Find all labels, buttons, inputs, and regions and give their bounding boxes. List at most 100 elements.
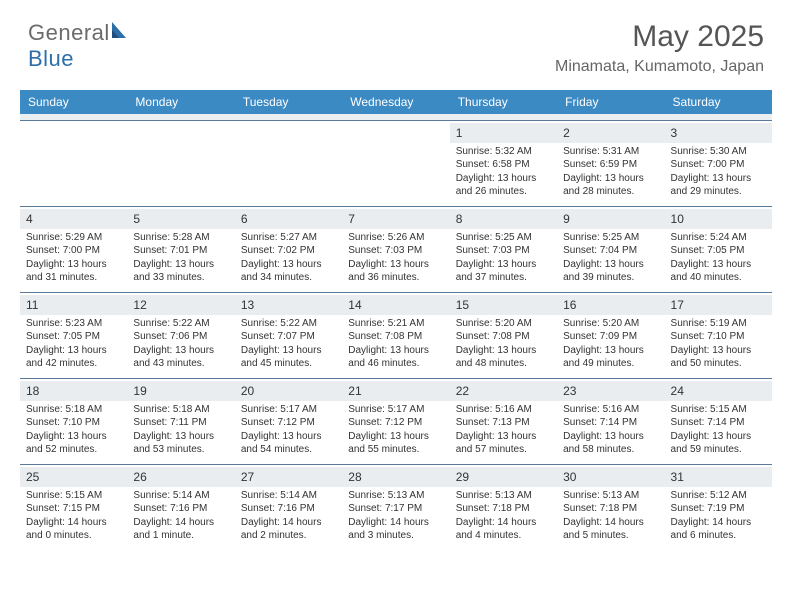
day-number: 10 bbox=[665, 209, 772, 229]
sunrise-line: Sunrise: 5:29 AM bbox=[26, 231, 121, 245]
day-number: 7 bbox=[342, 209, 449, 229]
day-cell: 18Sunrise: 5:18 AMSunset: 7:10 PMDayligh… bbox=[20, 378, 127, 464]
sunset-line: Sunset: 7:07 PM bbox=[241, 330, 336, 344]
calendar-row: 25Sunrise: 5:15 AMSunset: 7:15 PMDayligh… bbox=[20, 464, 772, 550]
day-number: 27 bbox=[235, 467, 342, 487]
day-number: 19 bbox=[127, 381, 234, 401]
weekday-header: Thursday bbox=[450, 90, 557, 114]
day-number: 4 bbox=[20, 209, 127, 229]
daylight-line: Daylight: 13 hours and 53 minutes. bbox=[133, 430, 228, 457]
calendar-row: 18Sunrise: 5:18 AMSunset: 7:10 PMDayligh… bbox=[20, 378, 772, 464]
sunset-line: Sunset: 7:10 PM bbox=[671, 330, 766, 344]
day-cell: 5Sunrise: 5:28 AMSunset: 7:01 PMDaylight… bbox=[127, 206, 234, 292]
day-number: 5 bbox=[127, 209, 234, 229]
day-number: 8 bbox=[450, 209, 557, 229]
sunrise-line: Sunrise: 5:18 AM bbox=[133, 403, 228, 417]
sunset-line: Sunset: 7:19 PM bbox=[671, 502, 766, 516]
daylight-line: Daylight: 13 hours and 29 minutes. bbox=[671, 172, 766, 199]
sunset-line: Sunset: 7:00 PM bbox=[671, 158, 766, 172]
daylight-line: Daylight: 14 hours and 0 minutes. bbox=[26, 516, 121, 543]
sunset-line: Sunset: 7:14 PM bbox=[563, 416, 658, 430]
sunset-line: Sunset: 7:04 PM bbox=[563, 244, 658, 258]
sunset-line: Sunset: 7:03 PM bbox=[456, 244, 551, 258]
sail-icon bbox=[110, 20, 132, 46]
sunset-line: Sunset: 7:03 PM bbox=[348, 244, 443, 258]
title-block: May 2025 Minamata, Kumamoto, Japan bbox=[555, 20, 764, 76]
day-cell: 28 Sunrise: 5:13 AMSunset: 7:17 PMDayligh… bbox=[342, 464, 449, 550]
daylight-line: Daylight: 14 hours and 3 minutes. bbox=[348, 516, 443, 543]
day-cell: 21Sunrise: 5:17 AMSunset: 7:12 PMDayligh… bbox=[342, 378, 449, 464]
page-title: May 2025 bbox=[555, 20, 764, 54]
brand-text: General Blue bbox=[28, 20, 132, 72]
day-cell: 22Sunrise: 5:16 AMSunset: 7:13 PMDayligh… bbox=[450, 378, 557, 464]
sunrise-line: Sunrise: 5:30 AM bbox=[671, 145, 766, 159]
weekday-header: Sunday bbox=[20, 90, 127, 114]
daylight-line: Daylight: 14 hours and 1 minute. bbox=[133, 516, 228, 543]
day-number: 24 bbox=[665, 381, 772, 401]
weekday-header: Wednesday bbox=[342, 90, 449, 114]
sunrise-line: Sunrise: 5:15 AM bbox=[671, 403, 766, 417]
empty-cell: 0 bbox=[127, 120, 234, 206]
sunrise-line: Sunrise: 5:14 AM bbox=[241, 489, 336, 503]
day-number: 12 bbox=[127, 295, 234, 315]
day-number: 3 bbox=[665, 123, 772, 143]
sunrise-line: Sunrise: 5:13 AM bbox=[348, 489, 443, 503]
sunset-line: Sunset: 7:12 PM bbox=[241, 416, 336, 430]
empty-cell: 0 bbox=[20, 120, 127, 206]
sunrise-line: Sunrise: 5:13 AM bbox=[456, 489, 551, 503]
day-number: 9 bbox=[557, 209, 664, 229]
sunrise-line: Sunrise: 5:27 AM bbox=[241, 231, 336, 245]
weekday-header-row: SundayMondayTuesdayWednesdayThursdayFrid… bbox=[20, 90, 772, 114]
day-cell: 10Sunrise: 5:24 AMSunset: 7:05 PMDayligh… bbox=[665, 206, 772, 292]
day-number: 13 bbox=[235, 295, 342, 315]
day-number: 26 bbox=[127, 467, 234, 487]
day-number: 31 bbox=[665, 467, 772, 487]
sunset-line: Sunset: 7:12 PM bbox=[348, 416, 443, 430]
sunset-line: Sunset: 7:05 PM bbox=[26, 330, 121, 344]
weekday-header: Monday bbox=[127, 90, 234, 114]
day-cell: 26Sunrise: 5:14 AMSunset: 7:16 PMDayligh… bbox=[127, 464, 234, 550]
sunrise-line: Sunrise: 5:15 AM bbox=[26, 489, 121, 503]
calendar-row: 00001Sunrise: 5:32 AMSunset: 6:58 PMDayl… bbox=[20, 120, 772, 206]
location-label: Minamata, Kumamoto, Japan bbox=[555, 58, 764, 76]
calendar-row: 4Sunrise: 5:29 AMSunset: 7:00 PMDaylight… bbox=[20, 206, 772, 292]
sunrise-line: Sunrise: 5:21 AM bbox=[348, 317, 443, 331]
sunset-line: Sunset: 7:17 PM bbox=[348, 502, 443, 516]
sunset-line: Sunset: 7:10 PM bbox=[26, 416, 121, 430]
day-cell: 13Sunrise: 5:22 AMSunset: 7:07 PMDayligh… bbox=[235, 292, 342, 378]
sunset-line: Sunset: 7:18 PM bbox=[563, 502, 658, 516]
day-number: 2 bbox=[557, 123, 664, 143]
day-cell: 30Sunrise: 5:13 AMSunset: 7:18 PMDayligh… bbox=[557, 464, 664, 550]
sunrise-line: Sunrise: 5:22 AM bbox=[241, 317, 336, 331]
sunset-line: Sunset: 7:08 PM bbox=[348, 330, 443, 344]
day-number: 14 bbox=[342, 295, 449, 315]
sunrise-line: Sunrise: 5:16 AM bbox=[456, 403, 551, 417]
sunset-line: Sunset: 6:58 PM bbox=[456, 158, 551, 172]
day-cell: 20Sunrise: 5:17 AMSunset: 7:12 PMDayligh… bbox=[235, 378, 342, 464]
day-number: 28 bbox=[342, 467, 449, 487]
daylight-line: Daylight: 13 hours and 48 minutes. bbox=[456, 344, 551, 371]
sunrise-line: Sunrise: 5:12 AM bbox=[671, 489, 766, 503]
sunrise-line: Sunrise: 5:19 AM bbox=[671, 317, 766, 331]
daylight-line: Daylight: 13 hours and 57 minutes. bbox=[456, 430, 551, 457]
brand-logo: General Blue bbox=[28, 20, 132, 72]
daylight-line: Daylight: 13 hours and 31 minutes. bbox=[26, 258, 121, 285]
day-number: 1 bbox=[450, 123, 557, 143]
day-number: 20 bbox=[235, 381, 342, 401]
day-number: 15 bbox=[450, 295, 557, 315]
brand-part1: General bbox=[28, 20, 110, 45]
header: General Blue May 2025 Minamata, Kumamoto… bbox=[0, 0, 792, 82]
sunset-line: Sunset: 7:09 PM bbox=[563, 330, 658, 344]
sunset-line: Sunset: 7:13 PM bbox=[456, 416, 551, 430]
daylight-line: Daylight: 13 hours and 46 minutes. bbox=[348, 344, 443, 371]
day-number: 25 bbox=[20, 467, 127, 487]
sunrise-line: Sunrise: 5:22 AM bbox=[133, 317, 228, 331]
sunrise-line: Sunrise: 5:20 AM bbox=[456, 317, 551, 331]
sunset-line: Sunset: 6:59 PM bbox=[563, 158, 658, 172]
sunset-line: Sunset: 7:01 PM bbox=[133, 244, 228, 258]
sunrise-line: Sunrise: 5:32 AM bbox=[456, 145, 551, 159]
day-cell: 29Sunrise: 5:13 AMSunset: 7:18 PMDayligh… bbox=[450, 464, 557, 550]
day-cell: 17Sunrise: 5:19 AMSunset: 7:10 PMDayligh… bbox=[665, 292, 772, 378]
sunrise-line: Sunrise: 5:17 AM bbox=[241, 403, 336, 417]
sunrise-line: Sunrise: 5:14 AM bbox=[133, 489, 228, 503]
